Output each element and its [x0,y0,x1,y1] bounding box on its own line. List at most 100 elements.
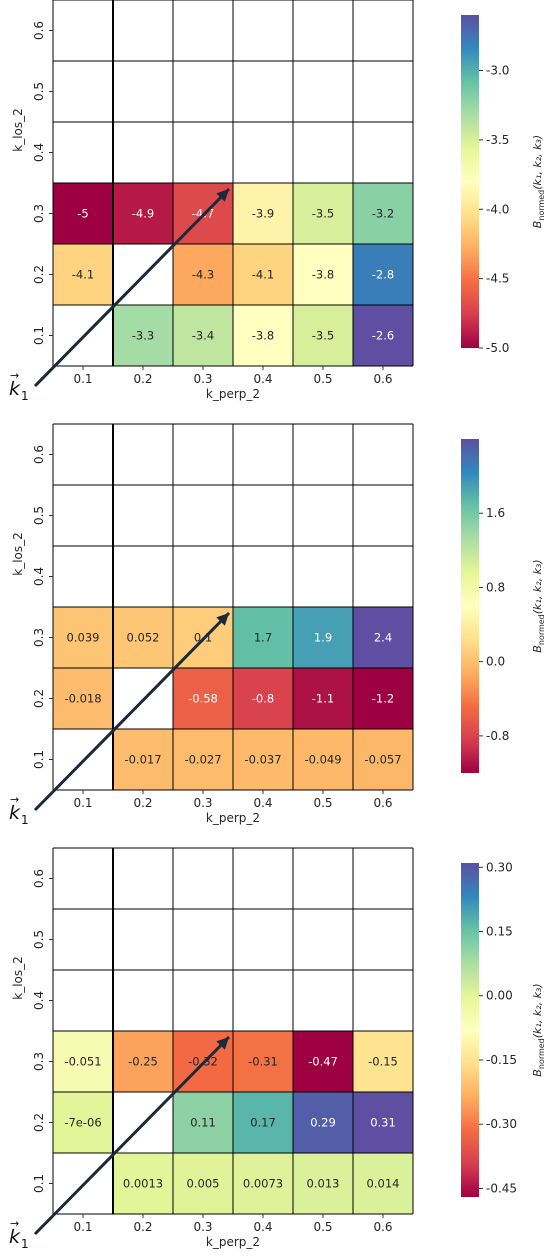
heatmap-cell [233,848,293,909]
heatmap-cell [173,0,233,61]
heatmap-cell: 0.0013 [113,1153,173,1214]
heatmap-cell [353,485,413,546]
y-tick-label: 0.2 [32,689,46,708]
cell-value-label: 0.052 [127,631,160,645]
heatmap-cell [113,122,173,183]
empty-cell-rect [353,61,413,122]
colorbar-tick-label: -3.5 [486,133,509,147]
heatmap-cell [353,909,413,970]
cell-rect [293,305,353,366]
x-tick-label: 0.4 [253,1220,272,1234]
heatmap-cell: -0.018 [53,668,113,729]
heatmap-cell: -3.5 [293,305,353,366]
heatmap-cell [293,848,353,909]
heatmap-cell: 1.9 [293,607,353,668]
heatmap-cell [113,485,173,546]
empty-cell-rect [293,848,353,909]
y-tick-label: 0.4 [32,143,46,162]
heatmap-cell [113,546,173,607]
empty-cell-rect [173,424,233,485]
cell-value-label: -0.018 [64,692,101,706]
cell-rect [113,1031,173,1092]
k1-arrow-accent: → [10,793,19,806]
x-tick-label: 0.5 [313,1220,332,1234]
cell-value-label: 0.11 [190,1116,216,1130]
cell-rect [293,183,353,244]
heatmap-cell: -2.8 [353,244,413,305]
y-tick-label: 0.3 [32,1052,46,1071]
colorbar-label: Bnormed(k₁, k₂, k₃) [531,983,545,1076]
empty-cell-rect [53,0,113,61]
empty-cell-rect [173,848,233,909]
x-axis-label: k_perp_2 [206,387,260,401]
heatmap-cell [353,0,413,61]
k1-subscript: 1 [21,389,29,403]
cell-rect [53,244,113,305]
heatmap-cell [173,970,233,1031]
cell-rect [353,305,413,366]
x-tick-label: 0.6 [373,1220,392,1234]
cell-value-label: 1.7 [254,631,272,645]
heatmap-cell [233,0,293,61]
x-tick-label: 0.6 [373,372,392,386]
colorbar-tick-label: -0.15 [486,1053,517,1067]
heatmap-cell [233,909,293,970]
y-tick-label: 0.6 [32,869,46,888]
cell-value-label: 2.4 [374,631,392,645]
cell-rect [53,1092,113,1153]
cell-rect [293,1031,353,1092]
heatmap-cell [173,424,233,485]
colorbar-tick-label: 0.00 [486,989,513,1003]
cell-rect [293,1153,353,1214]
heatmap-cell [53,848,113,909]
empty-cell-rect [353,0,413,61]
empty-cell-rect [173,546,233,607]
heatmap-cell: -7e-06 [53,1092,113,1153]
k1-vector-label: k [9,1226,21,1248]
cell-value-label: -2.8 [372,268,394,282]
empty-cell-rect [53,122,113,183]
heatmap-cell [173,485,233,546]
heatmap-cell: -3.2 [353,183,413,244]
colorbar [461,863,479,1197]
empty-cell-rect [113,909,173,970]
heatmap-cell: 1.7 [233,607,293,668]
colorbar [461,15,479,348]
cell-value-label: -0.58 [188,692,218,706]
cell-value-label: -3.5 [312,329,334,343]
cell-value-label: -0.017 [124,753,161,767]
heatmap-cell [53,485,113,546]
heatmap-cell [173,122,233,183]
cell-value-label: -0.037 [244,753,281,767]
heatmap-cell [353,424,413,485]
cell-rect [293,1092,353,1153]
empty-cell-rect [173,970,233,1031]
heatmap-cell: 0.014 [353,1153,413,1214]
x-tick-label: 0.2 [133,1220,152,1234]
empty-cell-rect [113,546,173,607]
cell-value-label: 0.039 [67,631,100,645]
cell-value-label: -4.1 [252,268,274,282]
heatmap-cell: -0.58 [173,668,233,729]
cell-rect [293,244,353,305]
cell-value-label: -4.3 [192,268,214,282]
y-axis-label: k_los_2 [11,108,25,152]
cell-value-label: 0.17 [250,1116,276,1130]
empty-cell-rect [173,122,233,183]
empty-cell-rect [53,546,113,607]
heatmap-cell: -1.1 [293,668,353,729]
empty-cell-rect [233,970,293,1031]
empty-cell-rect [113,0,173,61]
heatmap-cell [233,424,293,485]
heatmap-cell: 0.039 [53,607,113,668]
cell-rect [113,183,173,244]
colorbar [461,439,479,773]
cell-rect [353,1031,413,1092]
empty-cell-rect [233,485,293,546]
heatmap-cell [53,0,113,61]
colorbar-tick-label: -4.0 [486,202,509,216]
k1-arrow-head [216,613,229,626]
cell-value-label: -5 [77,207,88,221]
heatmap-cell [173,61,233,122]
cell-rect [173,1092,233,1153]
